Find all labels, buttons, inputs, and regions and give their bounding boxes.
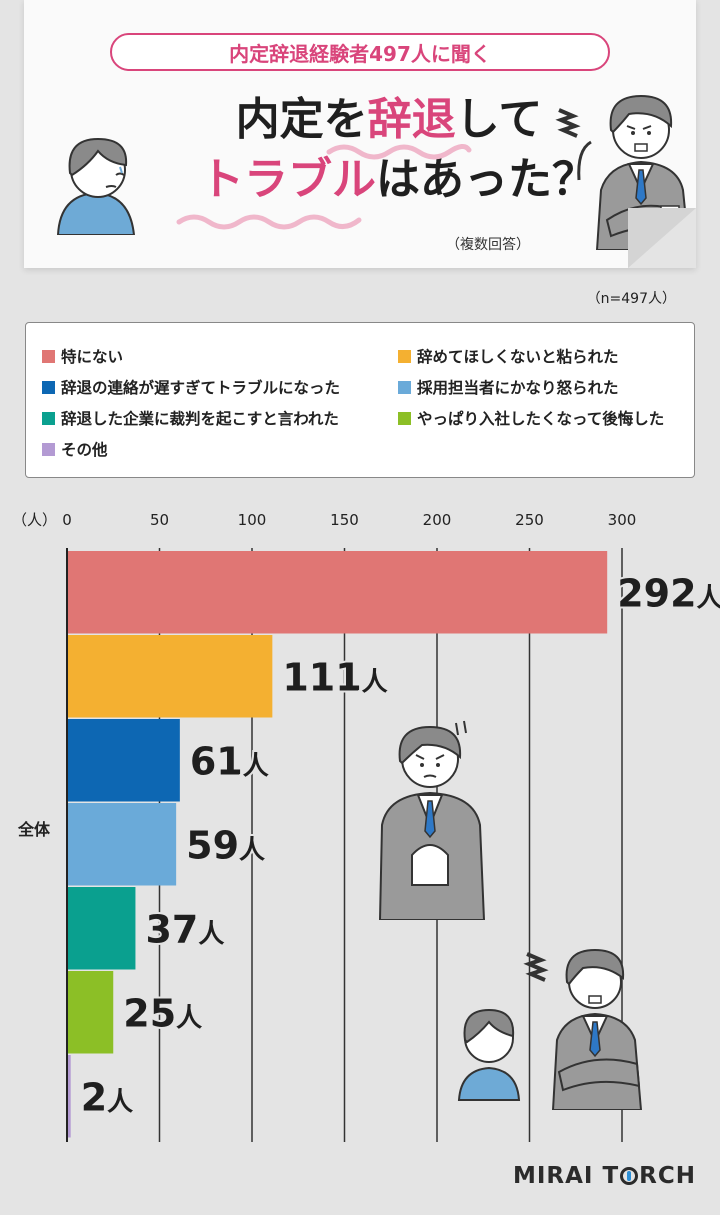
bar xyxy=(67,1055,71,1138)
bar-value-label: 25人 xyxy=(123,991,202,1035)
legend-label: 採用担当者にかなり怒られた xyxy=(417,379,619,397)
bar-value-unit: 人 xyxy=(198,919,224,949)
bar-value-unit: 人 xyxy=(239,835,265,865)
x-tick-label: 50 xyxy=(150,511,169,529)
title-part1: 内定を xyxy=(235,94,368,145)
legend-swatch xyxy=(398,349,411,363)
brand-text: MIRAI T xyxy=(512,1163,620,1189)
category-label: 全体 xyxy=(17,820,51,839)
bar-value-label: 61人 xyxy=(190,739,269,783)
legend-label: 辞めてほしくないと粘られた xyxy=(417,348,619,366)
legend-item: 採用担当者にかなり怒られた xyxy=(398,376,619,398)
bar xyxy=(67,551,608,634)
legend-label: 辞退の連絡が遅すぎてトラブルになった xyxy=(61,379,341,397)
chart-legend: 特にない 辞めてほしくないと粘られた 辞退の連絡が遅すぎてトラブルになった 採用… xyxy=(25,322,695,478)
page-title: 内定を辞退して トラブルはあった？ xyxy=(174,90,604,210)
bar-value-label: 2人 xyxy=(81,1075,133,1119)
bar-value-label: 59人 xyxy=(186,823,265,867)
brand-logo: MIRAI T RCH xyxy=(513,1163,696,1189)
sample-size: （n=497人） xyxy=(586,291,676,307)
bar-value-unit: 人 xyxy=(176,1003,202,1033)
x-tick-label: 300 xyxy=(608,511,637,529)
bar xyxy=(67,803,177,886)
bar-value-unit: 人 xyxy=(697,583,720,613)
title-part2: して xyxy=(455,94,543,145)
multiple-answer-note: （複数回答） xyxy=(446,237,530,253)
legend-label: やっぱり入社したくなって後悔した xyxy=(417,410,665,428)
legend-swatch xyxy=(42,411,55,425)
legend-item: その他 xyxy=(42,438,108,460)
bar-value-unit: 人 xyxy=(243,751,269,781)
header-card: 内定辞退経験者497人に聞く 内定を辞退して トラブルはあった？ （複数回答） xyxy=(24,0,696,268)
bar xyxy=(67,971,114,1054)
legend-swatch xyxy=(398,380,411,394)
worried-man-illustration xyxy=(378,720,486,920)
x-tick-label: 0 xyxy=(62,511,72,529)
legend-item: やっぱり入社したくなって後悔した xyxy=(398,407,664,429)
legend-item: 辞めてほしくないと粘られた xyxy=(398,345,619,367)
legend-swatch xyxy=(42,442,55,456)
title-highlight-2: トラブル xyxy=(200,154,376,205)
bar-value-label: 111人 xyxy=(282,655,387,699)
brand-text-end: RCH xyxy=(639,1163,696,1189)
woman-illustration xyxy=(56,137,136,235)
torch-icon xyxy=(620,1167,639,1185)
legend-swatch xyxy=(42,380,55,394)
legend-item: 特にない xyxy=(42,345,123,367)
x-tick-label: 200 xyxy=(423,511,452,529)
legend-item: 辞退の連絡が遅すぎてトラブルになった xyxy=(42,376,340,398)
title-highlight-1: 辞退 xyxy=(367,94,456,145)
x-tick-label: 100 xyxy=(238,511,267,529)
page-curl xyxy=(628,208,696,268)
legend-label: その他 xyxy=(61,441,108,459)
x-tick-label: 150 xyxy=(330,511,359,529)
bar xyxy=(67,887,136,970)
bar-value-unit: 人 xyxy=(107,1087,133,1117)
unit-label: （人） xyxy=(12,511,57,529)
squiggle-decoration xyxy=(326,144,472,160)
angry-man-woman-illustration xyxy=(457,948,643,1110)
bar-value-label: 292人 xyxy=(617,571,720,615)
legend-item: 辞退した企業に裁判を起こすと言われた xyxy=(42,407,339,429)
bar-value-unit: 人 xyxy=(362,667,388,697)
bar xyxy=(67,635,273,718)
legend-label: 辞退した企業に裁判を起こすと言われた xyxy=(61,410,339,428)
survey-label: 内定辞退経験者497人に聞く xyxy=(110,33,610,71)
bar-value-label: 37人 xyxy=(145,907,224,951)
legend-swatch xyxy=(398,411,411,425)
squiggle-decoration-2 xyxy=(176,214,362,230)
legend-swatch xyxy=(42,349,55,363)
bar xyxy=(67,719,180,802)
x-tick-label: 250 xyxy=(515,511,544,529)
title-part3: はあった？ xyxy=(376,154,596,205)
legend-label: 特にない xyxy=(61,348,124,366)
